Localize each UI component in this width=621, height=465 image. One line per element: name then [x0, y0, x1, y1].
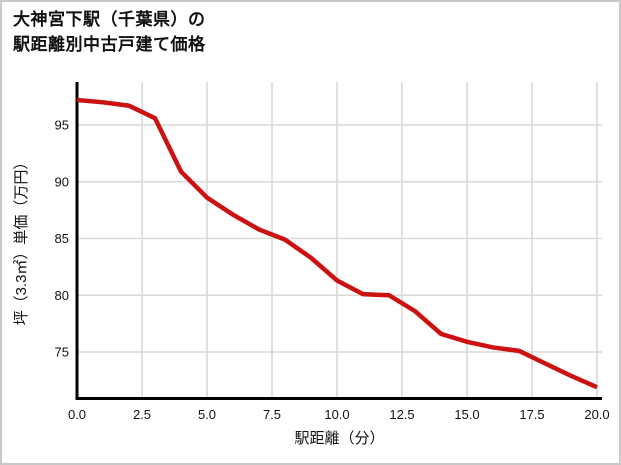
x-tick-label: 7.5 — [263, 407, 281, 422]
y-axis-label: 坪（3.3㎡）単価（万円） — [13, 155, 30, 326]
y-tick-label: 85 — [55, 231, 69, 246]
x-tick-label: 0.0 — [68, 407, 86, 422]
y-tick-label: 95 — [55, 118, 69, 133]
chart-title-line2: 駅距離別中古戸建て価格 — [13, 34, 206, 54]
x-tick-label: 5.0 — [198, 407, 216, 422]
chart-title: 大神宮下駅（千葉県）の 駅距離別中古戸建て価格 — [13, 8, 206, 57]
price-line — [76, 97, 598, 390]
x-axis-label: 駅距離（分） — [294, 429, 384, 447]
y-tick-label: 75 — [55, 345, 69, 360]
chart-title-line1: 大神宮下駅（千葉県）の — [13, 10, 206, 29]
x-tick-label: 12.5 — [389, 407, 414, 422]
x-tick-label: 2.5 — [133, 407, 151, 422]
x-tick-label: 15.0 — [454, 407, 479, 422]
y-tick-label: 80 — [55, 288, 69, 303]
x-tick-label: 17.5 — [519, 407, 544, 422]
x-tick-label: 20.0 — [584, 407, 609, 422]
y-tick-label: 90 — [55, 174, 69, 189]
x-tick-label: 10.0 — [324, 407, 349, 422]
